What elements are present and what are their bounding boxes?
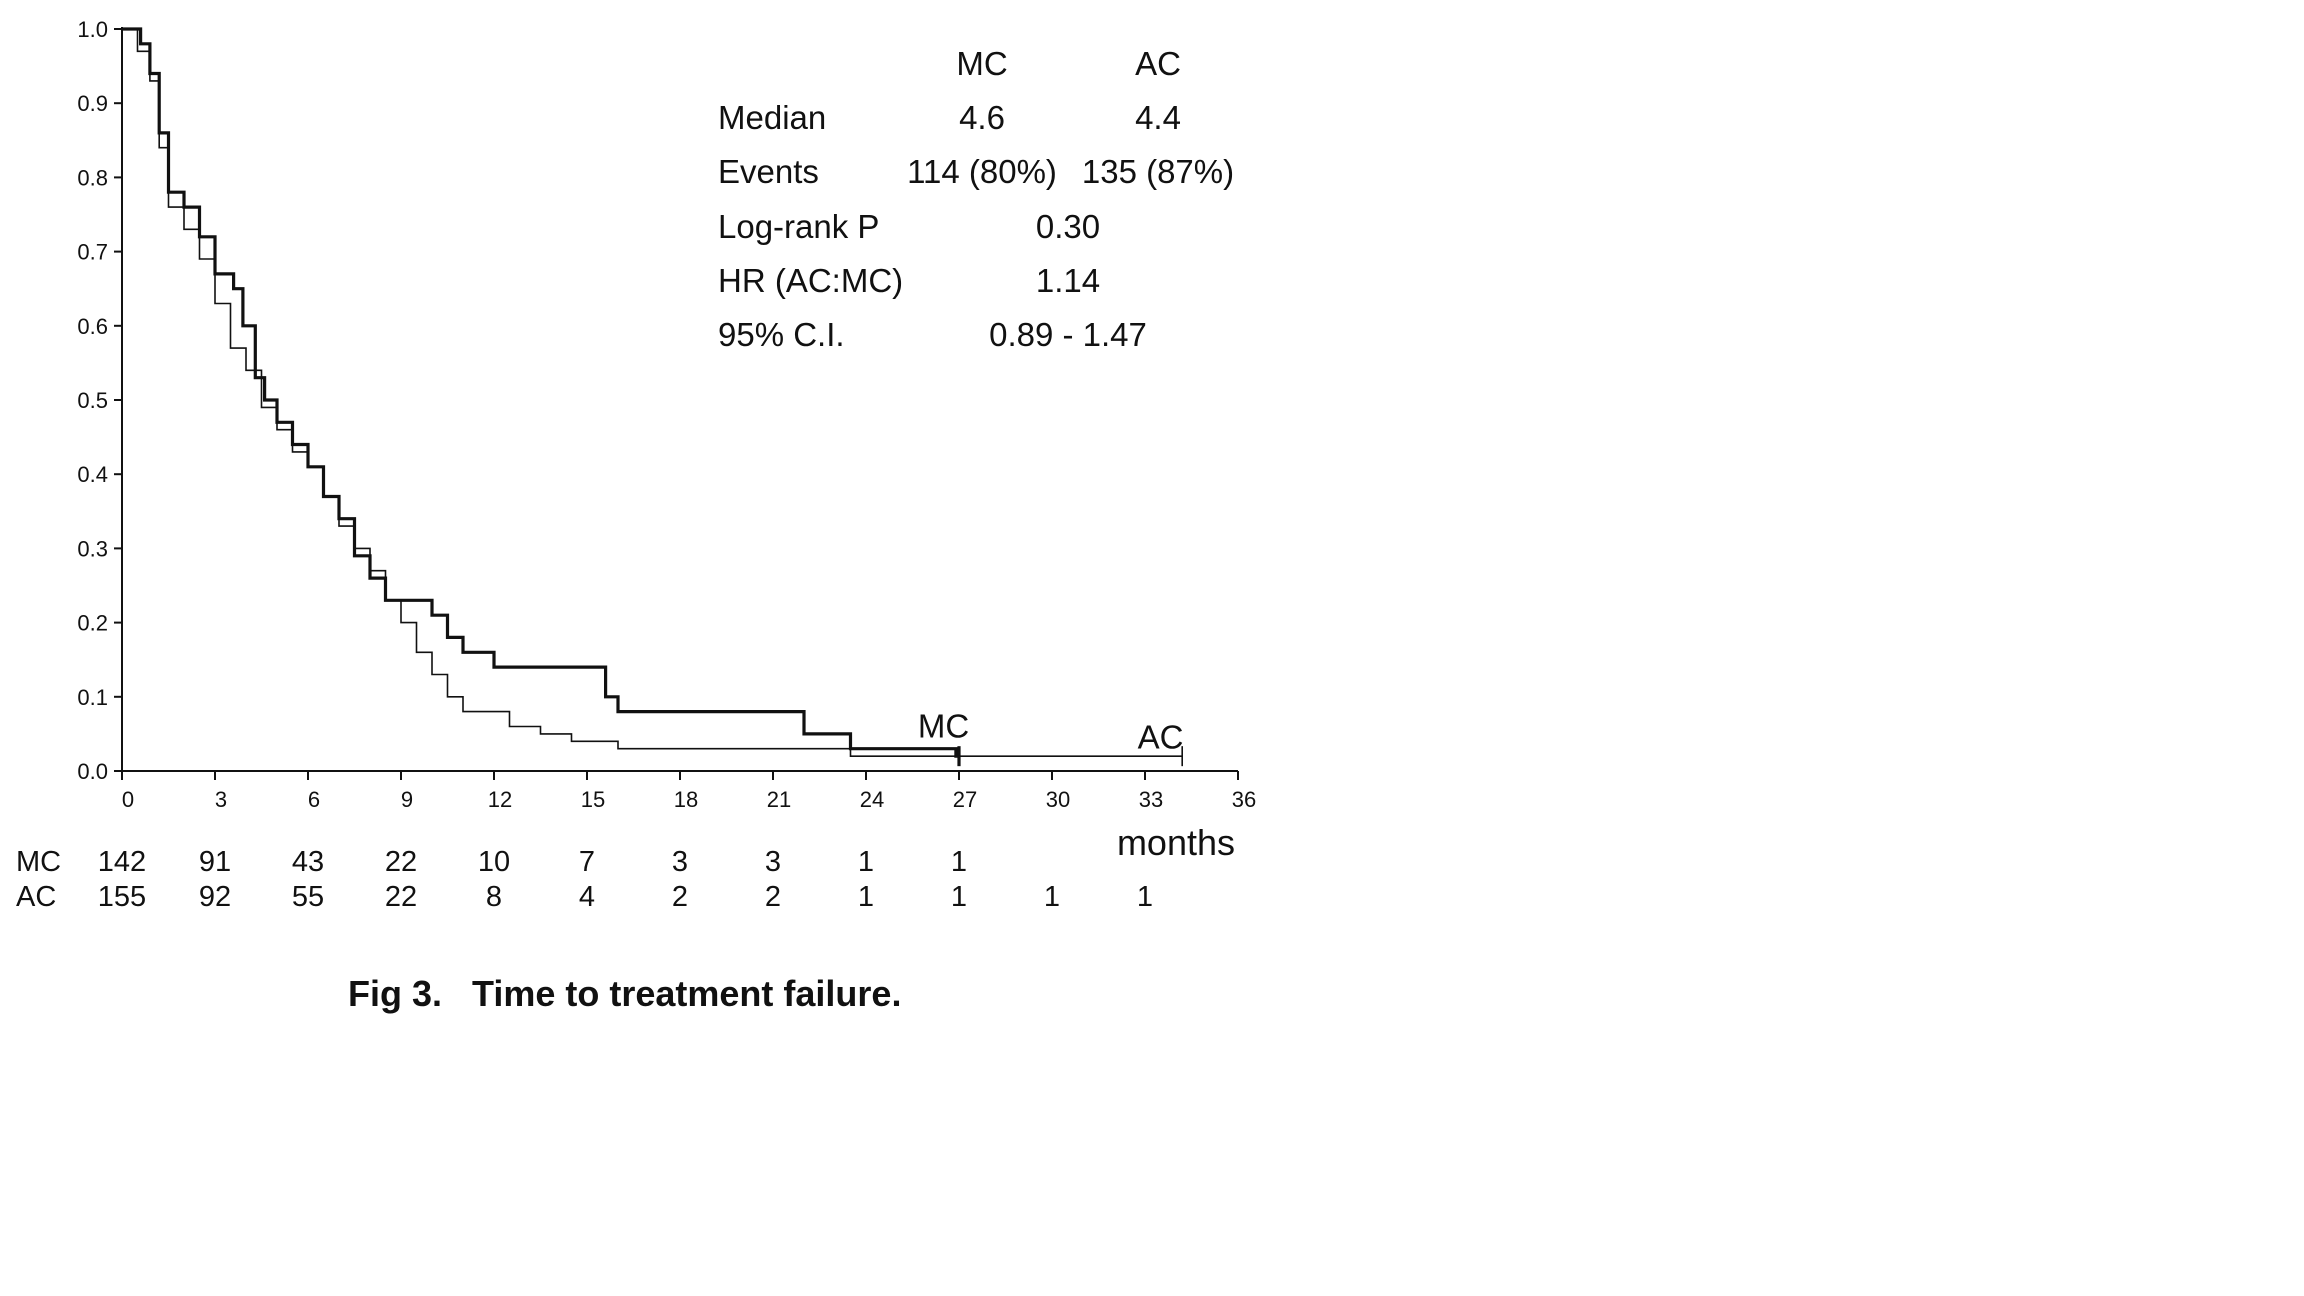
x-tick-label: 21 xyxy=(767,787,791,812)
y-tick-label: 0.0 xyxy=(77,759,108,784)
at-risk-table: MC 142 91 43 22 10 7 3 3 1 1AC 155 92 55 22 8 4 2 2 1 1 1 1 xyxy=(16,846,1153,913)
at-risk-row-label: AC xyxy=(16,881,56,913)
at-risk-count: 1 xyxy=(951,881,967,913)
at-risk-count: 7 xyxy=(579,846,595,878)
stats-header-ac: AC xyxy=(1135,45,1181,82)
at-risk-count: 3 xyxy=(765,846,781,878)
y-tick-label: 1.0 xyxy=(77,17,108,42)
at-risk-count: 10 xyxy=(478,846,510,878)
at-risk-count: 155 xyxy=(98,881,146,913)
stats-header-mc: MC xyxy=(956,45,1007,82)
curve-label-mc: MC xyxy=(918,707,969,744)
at-risk-count: 1 xyxy=(858,881,874,913)
at-risk-count: 55 xyxy=(292,881,324,913)
survival-curves xyxy=(122,29,1182,766)
x-tick-label: 30 xyxy=(1046,787,1070,812)
x-tick-label: 18 xyxy=(674,787,698,812)
x-tick-label: 12 xyxy=(488,787,512,812)
stats-events-ac: 135 (87%) xyxy=(1082,153,1234,190)
at-risk-count: 1 xyxy=(1137,881,1153,913)
stats-logrank-label: Log-rank P xyxy=(718,208,879,245)
at-risk-count: 142 xyxy=(98,846,146,878)
at-risk-count: 4 xyxy=(579,881,595,913)
stats-hr-label: HR (AC:MC) xyxy=(718,262,903,299)
curve-label-ac: AC xyxy=(1138,718,1184,755)
stats-ci-value: 0.89 - 1.47 xyxy=(989,316,1147,353)
x-tick-label: 15 xyxy=(581,787,605,812)
at-risk-count: 92 xyxy=(199,881,231,913)
x-tick-label: 6 xyxy=(308,787,320,812)
stats-median-label: Median xyxy=(718,99,826,136)
at-risk-count: 3 xyxy=(672,846,688,878)
x-tick-label: 36 xyxy=(1232,787,1256,812)
y-tick-label: 0.9 xyxy=(77,91,108,116)
plot-axes: 0 3 6 9 12 15 18 21 24 27 30 33 360.00.10.20.30.40.5… xyxy=(77,17,1256,812)
at-risk-count: 91 xyxy=(199,846,231,878)
y-tick-label: 0.8 xyxy=(77,165,108,190)
stats-hr-value: 1.14 xyxy=(1036,262,1100,299)
x-axis-unit-label: months xyxy=(1117,822,1235,863)
stats-table: MC AC Median 4.6 4.4 Events 114 (80%) 13… xyxy=(718,45,1234,353)
stats-median-ac: 4.4 xyxy=(1135,99,1181,136)
at-risk-count: 8 xyxy=(486,881,502,913)
stats-ci-label: 95% C.I. xyxy=(718,316,845,353)
y-tick-label: 0.6 xyxy=(77,314,108,339)
x-tick-label: 27 xyxy=(953,787,977,812)
at-risk-count: 1 xyxy=(858,846,874,878)
at-risk-count: 1 xyxy=(951,846,967,878)
x-tick-label: 3 xyxy=(215,787,227,812)
x-tick-label: 24 xyxy=(860,787,884,812)
stats-logrank-value: 0.30 xyxy=(1036,208,1100,245)
figure-caption: Fig 3. Time to treatment failure. xyxy=(348,973,901,1014)
y-tick-label: 0.3 xyxy=(77,536,108,561)
stats-events-label: Events xyxy=(718,153,819,190)
y-tick-label: 0.2 xyxy=(77,611,108,636)
at-risk-count: 2 xyxy=(765,881,781,913)
x-tick-label: 33 xyxy=(1139,787,1163,812)
at-risk-count: 43 xyxy=(292,846,324,878)
stats-events-mc: 114 (80%) xyxy=(907,153,1057,190)
km-curve-ac xyxy=(122,29,1182,756)
at-risk-row-label: MC xyxy=(16,846,61,878)
x-tick-label: 9 xyxy=(401,787,413,812)
km-curve-mc xyxy=(122,29,959,756)
y-tick-label: 0.7 xyxy=(77,240,108,265)
x-tick-label: 0 xyxy=(122,787,134,812)
y-tick-label: 0.5 xyxy=(77,388,108,413)
at-risk-count: 2 xyxy=(672,881,688,913)
at-risk-count: 22 xyxy=(385,881,417,913)
y-tick-label: 0.4 xyxy=(77,462,108,487)
at-risk-count: 22 xyxy=(385,846,417,878)
y-tick-label: 0.1 xyxy=(77,685,108,710)
stats-median-mc: 4.6 xyxy=(959,99,1005,136)
at-risk-count: 1 xyxy=(1044,881,1060,913)
